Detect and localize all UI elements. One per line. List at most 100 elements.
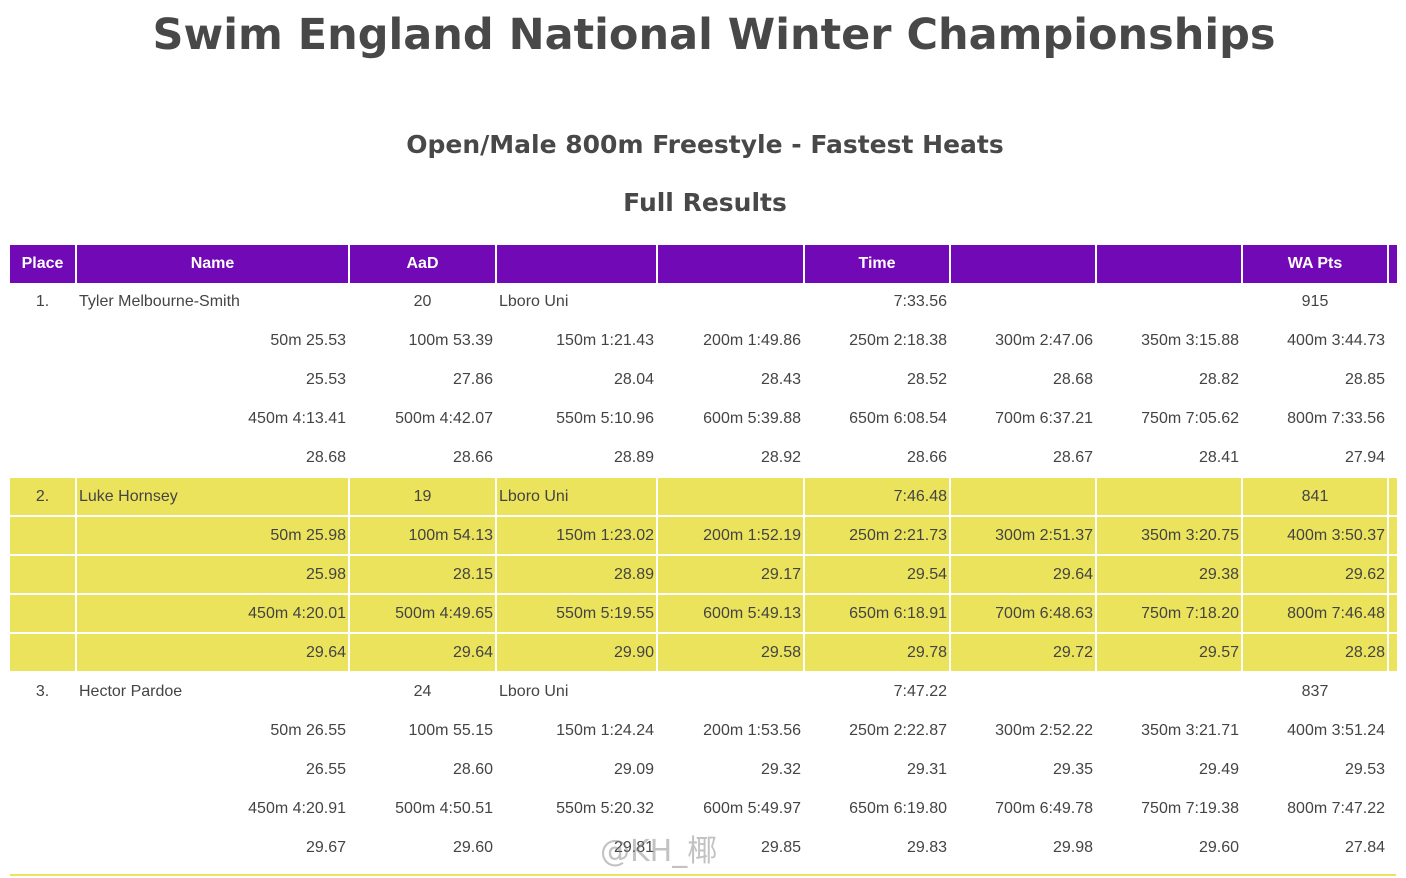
split-cumulative-cell: 700m 6:49.78 (995, 799, 1093, 817)
page-title: Swim England National Winter Championshi… (152, 10, 1276, 60)
empty-cell (10, 555, 77, 595)
empty-cell (950, 477, 1097, 517)
name-cell: Luke Hornsey (76, 477, 350, 517)
split-cumulative-cell: 300m 2:51.37 (950, 516, 1097, 556)
empty-cell (10, 711, 76, 750)
split-cumulative-cell: 50m 26.55 (270, 721, 346, 739)
wa-points-cell: 915 (1301, 292, 1329, 310)
split-cumulative-cell: 200m 1:52.19 (657, 516, 805, 556)
split-lap-cell: 27.84 (1344, 838, 1385, 856)
split-lap-cell: 28.60 (452, 760, 493, 778)
split-lap-cell: 29.31 (906, 760, 947, 778)
split-cumulative-cell: 750m 7:19.38 (1141, 799, 1239, 817)
spacer-cell (1388, 750, 1398, 789)
split-cumulative-cell: 50m 25.98 (76, 516, 350, 556)
split-cumulative-cell: 350m 3:20.75 (1096, 516, 1243, 556)
spacer-cell (1388, 789, 1398, 828)
split-lap-cell: 29.32 (760, 760, 801, 778)
header-aad[interactable]: AaD (349, 245, 497, 283)
club-cell: Lboro Uni (499, 682, 569, 700)
split-cumulative-cell: 800m 7:47.22 (1287, 799, 1385, 817)
split-lap-cell: 29.54 (804, 555, 951, 595)
header-spacer (1388, 245, 1399, 283)
spacer-cell (1388, 438, 1398, 477)
split-cumulative-cell: 550m 5:20.32 (556, 799, 654, 817)
spacer-cell (1388, 711, 1398, 750)
header-club[interactable] (496, 245, 658, 283)
split-cumulative-cell: 550m 5:10.96 (556, 409, 654, 427)
age-cell: 20 (413, 292, 432, 310)
age-cell: 19 (349, 477, 497, 517)
split-lap-cell: 29.98 (1052, 838, 1093, 856)
split-cumulative-cell: 700m 6:48.63 (950, 594, 1097, 634)
table-header-row: Place Name AaD Time WA Pts (10, 245, 1399, 283)
split-cumulative-cell: 400m 3:50.37 (1242, 516, 1389, 556)
split-cumulative-cell: 600m 5:49.13 (657, 594, 805, 634)
split-cumulative-cell: 150m 1:21.43 (556, 331, 654, 349)
header-name[interactable]: Name (76, 245, 350, 283)
split-lap-cell: 29.78 (804, 633, 951, 673)
split-lap-cell: 29.81 (613, 838, 654, 856)
empty-cell (10, 399, 76, 438)
empty-cell (10, 516, 77, 556)
spacer-cell (1388, 399, 1398, 438)
name-cell: Hector Pardoe (79, 682, 183, 700)
empty-cell (10, 594, 77, 634)
split-lap-cell: 28.66 (452, 448, 493, 466)
result-row[interactable]: 2. Luke Hornsey 19 Lboro Uni 7:46.48 841 (10, 477, 1399, 517)
split-lap-row: 29.67 29.60 29.81 29.85 29.83 29.98 29.60 27.84 (10, 828, 1398, 867)
club-cell: Lboro Uni (496, 477, 658, 517)
split-cumulative-cell: 550m 5:19.55 (496, 594, 658, 634)
header-wa-pts[interactable]: WA Pts (1242, 245, 1389, 283)
empty-cell (1096, 477, 1243, 517)
split-cumulative-cell: 350m 3:15.88 (1141, 331, 1239, 349)
split-cumulative-cell: 250m 2:21.73 (804, 516, 951, 556)
split-cumulative-row: 450m 4:20.01 500m 4:49.65 550m 5:19.55 600m… (10, 594, 1399, 634)
empty-cell (657, 283, 804, 321)
split-lap-cell: 25.98 (76, 555, 350, 595)
split-lap-cell: 29.35 (1052, 760, 1093, 778)
header-time[interactable]: Time (804, 245, 951, 283)
split-lap-cell: 28.67 (1052, 448, 1093, 466)
split-lap-row: 25.98 28.15 28.89 29.17 29.54 29.64 29.38 29.62 (10, 555, 1399, 595)
time-cell: 7:47.22 (893, 682, 947, 700)
result-row[interactable]: 3. Hector Pardoe 24 Lboro Uni 7:47.22 837 (10, 672, 1398, 711)
split-lap-cell: 26.55 (305, 760, 346, 778)
empty-cell (1096, 283, 1242, 321)
results-subtitle: Full Results (623, 188, 787, 217)
split-cumulative-cell: 350m 3:21.71 (1141, 721, 1239, 739)
empty-cell (950, 283, 1096, 321)
time-cell: 7:33.56 (893, 292, 947, 310)
spacer-cell (1388, 555, 1399, 595)
split-cumulative-cell: 100m 54.13 (349, 516, 497, 556)
split-cumulative-cell: 750m 7:05.62 (1141, 409, 1239, 427)
results-table: Place Name AaD Time WA Pts 1. Tyler Melbo… (10, 245, 1399, 868)
split-cumulative-cell: 100m 55.15 (408, 721, 493, 739)
spacer-cell (1388, 283, 1398, 321)
split-lap-cell: 28.52 (906, 370, 947, 388)
split-lap-cell: 29.67 (305, 838, 346, 856)
empty-cell (10, 360, 76, 399)
split-lap-cell: 28.28 (1242, 633, 1389, 673)
result-row[interactable]: 1. Tyler Melbourne-Smith 20 Lboro Uni 7:33.5… (10, 283, 1398, 321)
split-lap-cell: 29.83 (906, 838, 947, 856)
split-lap-row: 25.53 27.86 28.04 28.43 28.52 28.68 28.82 28.85 (10, 360, 1398, 399)
split-lap-cell: 28.04 (613, 370, 654, 388)
split-lap-cell: 28.92 (760, 448, 801, 466)
split-lap-cell: 28.66 (906, 448, 947, 466)
split-cumulative-cell: 500m 4:50.51 (395, 799, 493, 817)
empty-cell (657, 477, 805, 517)
split-lap-cell: 27.86 (452, 370, 493, 388)
split-lap-cell: 28.85 (1344, 370, 1385, 388)
split-cumulative-cell: 300m 2:52.22 (995, 721, 1093, 739)
split-lap-row: 28.68 28.66 28.89 28.92 28.66 28.67 28.41 27.94 (10, 438, 1398, 477)
split-lap-cell: 29.38 (1096, 555, 1243, 595)
spacer-cell (1388, 477, 1399, 517)
split-lap-cell: 28.43 (760, 370, 801, 388)
split-lap-cell: 29.17 (657, 555, 805, 595)
split-cumulative-cell: 450m 4:20.91 (248, 799, 346, 817)
empty-cell (657, 672, 804, 711)
split-lap-cell: 29.09 (613, 760, 654, 778)
header-place[interactable]: Place (10, 245, 77, 283)
spacer-cell (1388, 828, 1398, 867)
